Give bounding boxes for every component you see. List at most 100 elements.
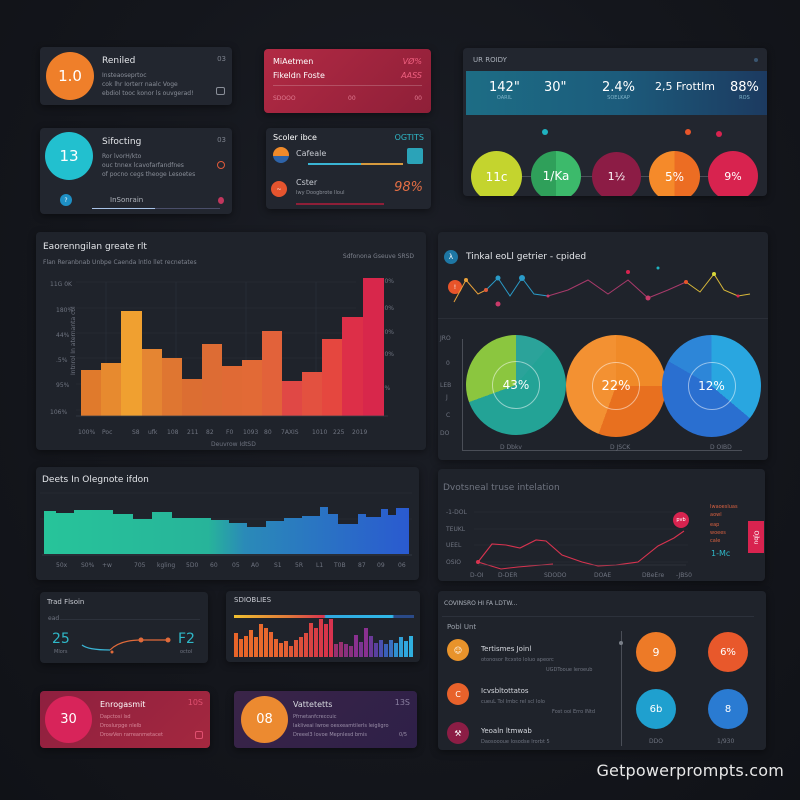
overview-circle[interactable]: 9% — [708, 151, 758, 196]
list-item-line: Daosoooue Iosodse Irorbt 5 — [481, 739, 550, 745]
engagement-value: 30 — [60, 712, 77, 727]
engagement-line: Droslurpge nlelb — [100, 723, 142, 729]
status-dot — [754, 58, 758, 62]
svg-text:D-DER: D-DER — [498, 572, 517, 579]
data-marker[interactable]: pvb — [673, 512, 689, 528]
engagement-card[interactable]: 30 Enrogasmit Dapctosi lsd Droslurpge nl… — [40, 691, 210, 748]
bar-chart-subtitle: Flan Reranbnab Unbpe Caenda lntlo llet r… — [43, 259, 197, 266]
spectrum-bar-chart — [234, 619, 413, 657]
sparkline — [453, 266, 751, 307]
teal-bar-chart: 50x S0% +w 705 kgling 5D0 60 05 A0 S1 5R L1 T0B 8… — [40, 492, 412, 569]
small-line-card[interactable]: Trad Flsoin ead 25 Mlors F2 octol — [40, 592, 208, 663]
svg-text:5R: 5R — [295, 562, 303, 569]
svg-text:F0: F0 — [226, 429, 233, 436]
line-pie-title: Tinkal eoLl getrier - cpided — [466, 252, 587, 262]
list-item-line: otonosor Itcxsto Ioluo apeorc — [481, 657, 554, 663]
spectrum-card[interactable]: SDIOBLIES — [226, 591, 420, 662]
camera-icon[interactable] — [216, 87, 225, 95]
svg-text:180%: 180% — [56, 307, 73, 314]
overview-circle[interactable]: 5% — [649, 151, 700, 196]
engagement-title: Enrogasmit — [100, 700, 146, 709]
svg-text:211: 211 — [187, 429, 199, 436]
svg-text:50x: 50x — [56, 562, 68, 569]
list-item-title: Tertismes Joinl — [481, 645, 532, 653]
kpi-value-circle: 1.0 — [46, 52, 94, 100]
y-tick: J — [446, 394, 448, 401]
svg-text:S8: S8 — [132, 429, 140, 436]
overview-card[interactable]: UR ROIDY 142" OARIL 30" 2.4% SOELKAP 2,5… — [463, 48, 767, 196]
svg-text:L1: L1 — [316, 562, 323, 569]
svg-text:ufk: ufk — [148, 429, 158, 436]
bar-chart-title: Eaorenngilan greate rlt — [43, 242, 147, 252]
share-icon[interactable] — [195, 731, 203, 739]
kpi-card-reniled[interactable]: 1.0 Reniled Insteaoseprtoc cok lhr Iorte… — [40, 47, 232, 105]
location-pin-icon — [218, 197, 224, 204]
pie-chart[interactable]: 22% — [566, 335, 666, 437]
stat-circle-label: DDO — [649, 738, 663, 745]
svg-text:60: 60 — [210, 562, 218, 569]
bar-chart: 11G 0K 180% 44% .5% 95% 106% Intnrol In ate… — [50, 278, 394, 448]
overview-circle[interactable]: 1½ — [592, 152, 641, 196]
metric-card-red[interactable]: MiAetmen Fikeldn Foste VØ% AASS SDOOO 00… — [264, 49, 431, 113]
pie-value: 12% — [698, 379, 725, 393]
y-tick: DO — [440, 430, 450, 437]
help-icon[interactable]: ? — [60, 194, 72, 206]
svg-text:D-OI: D-OI — [470, 572, 484, 579]
stat-circle[interactable]: 9 — [636, 632, 676, 672]
stat-circle[interactable]: 8 — [708, 689, 748, 729]
stat-label: ROS — [739, 95, 750, 101]
svg-text:05: 05 — [232, 562, 240, 569]
kpi-card-sifocting[interactable]: 13 Sifocting Ror lvorH/kto ouc tnnex lca… — [40, 128, 232, 214]
visits-value: 08 — [256, 712, 273, 727]
scrollbar[interactable] — [621, 631, 622, 746]
right-value: F2 — [178, 631, 195, 647]
pie-chart[interactable]: 12% — [662, 335, 761, 437]
kpi-line: Insteaoseprtoc — [102, 72, 147, 79]
line-card[interactable]: Dvotsneal truse intelation -1-DOL TEUKL … — [438, 469, 765, 581]
tag-badge[interactable]: Ojbu — [748, 521, 764, 553]
line-pie-card[interactable]: λ Tinkal eoLl getrier - cpided ! JRO 0 L… — [438, 232, 768, 460]
y-tick: 0 — [446, 360, 450, 367]
pie-chart[interactable]: 43% — [466, 335, 566, 435]
svg-text:SDODO: SDODO — [544, 572, 567, 579]
watermark: Getpowerprompts.com — [596, 761, 784, 780]
progress-card[interactable]: Scoler ibce OGTITS Cafeale ~ Cster Iwy D… — [266, 128, 431, 209]
progress-bar-2 — [296, 203, 384, 205]
divider — [60, 619, 200, 620]
scrollbar-thumb[interactable] — [619, 641, 623, 645]
alert-icon[interactable] — [217, 161, 225, 169]
small-line-title: Trad Flsoin — [47, 598, 85, 606]
tool-icon: ⚒ — [447, 722, 469, 744]
metric-value-1: VØ% — [402, 57, 422, 66]
kpi-value-circle: 13 — [45, 132, 93, 180]
svg-text:7AXIS: 7AXIS — [281, 429, 299, 436]
progress-track — [92, 208, 220, 209]
list-card[interactable]: COVINSRO HI FA LDTW... Pobl Unt ☺ Tertis… — [438, 591, 766, 750]
y-tick: LEB — [440, 382, 452, 389]
list-item-line: UGDTooue leroeub — [546, 667, 593, 673]
visits-line: Pfrnetanfcreccuic — [293, 714, 337, 720]
bar-chart-card[interactable]: Eaorenngilan greate rlt Flan Reranbnab U… — [36, 232, 426, 450]
engagement-corner: 10S — [187, 698, 203, 707]
svg-text:Intnrol In aternanta col: Intnrol In aternanta col — [70, 306, 77, 375]
divider — [442, 616, 754, 617]
svg-text:kgling: kgling — [157, 562, 175, 569]
svg-text:106%: 106% — [50, 409, 67, 416]
overview-circle[interactable]: 1/Ka — [531, 151, 581, 196]
visits-line: Dreeel3 lovoe Mepnlesd bmis — [293, 732, 367, 738]
alert-icon[interactable]: ! — [448, 280, 462, 294]
svg-text:Deuvrow IdtSD: Deuvrow IdtSD — [211, 441, 256, 448]
kpi-line: Ror lvorH/kto — [102, 153, 142, 160]
y-tick: JRO — [440, 335, 451, 342]
expand-button[interactable] — [407, 148, 423, 164]
stat-circle[interactable]: 6b — [636, 689, 676, 729]
metric-footer-1: SDOOO — [273, 95, 296, 102]
user-icon[interactable]: λ — [444, 250, 458, 264]
stat-circle[interactable]: 6% — [708, 632, 748, 672]
visits-card[interactable]: 08 Vattetetts Pfrnetanfcreccuic Iaklivea… — [234, 691, 417, 748]
overview-circle[interactable]: 11c — [471, 151, 522, 196]
visits-footnote: 0/5 — [398, 732, 407, 738]
stat-label: SOELKAP — [607, 95, 630, 101]
list-item-title: Yeoaln ltmwab — [481, 727, 532, 735]
teal-bar-card[interactable]: Deets In Olegnote ifdon 50x S0% +w 705 kgli… — [36, 467, 419, 580]
